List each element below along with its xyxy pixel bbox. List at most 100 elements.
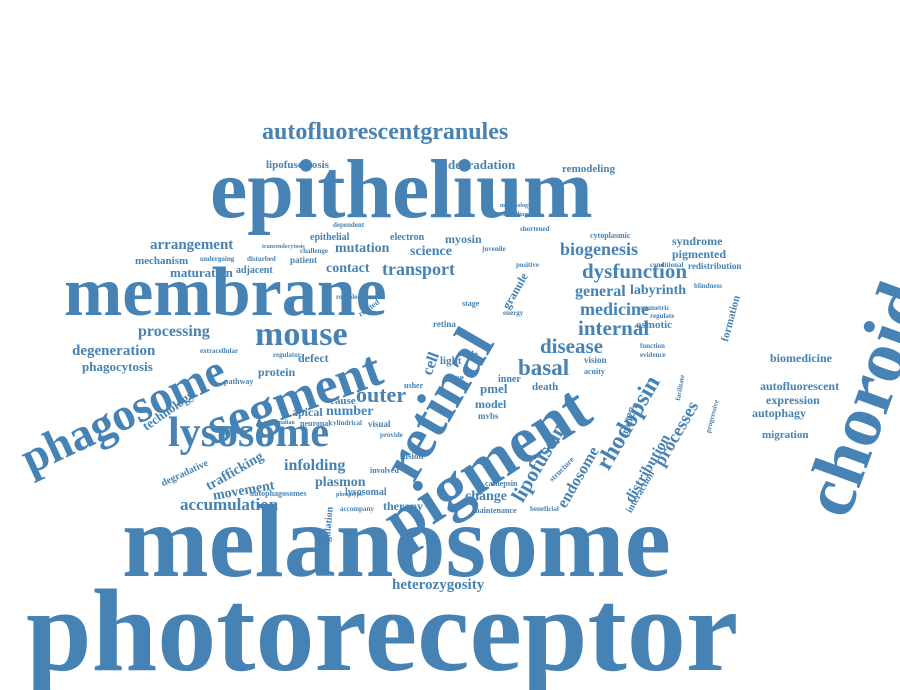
word-stage: stage	[462, 299, 480, 308]
word-change: change	[465, 489, 507, 504]
word-maturation: maturation	[170, 265, 233, 280]
word-patient: patient	[290, 255, 317, 265]
word-infolding: infolding	[284, 457, 346, 474]
word-degeneration: degeneration	[72, 343, 156, 359]
word-provide: provide	[380, 431, 403, 439]
word-formation: formation	[719, 294, 743, 343]
word-heterozygosity: heterozygosity	[392, 577, 485, 593]
word-modelling: modelling	[502, 212, 528, 218]
word-phenotype: phenotype	[336, 492, 363, 498]
word-progressive: progressive	[704, 398, 721, 434]
word-autophagosomes: autophagosomes	[250, 489, 307, 498]
word-lysosomal: lysosomal	[345, 487, 387, 498]
word-blindness: blindness	[694, 282, 723, 290]
word-role: role	[463, 349, 478, 359]
word-therapy: therapy	[383, 499, 423, 513]
word-electron: electron	[390, 232, 425, 243]
word-general: general	[575, 283, 626, 300]
word-disease: disease	[540, 334, 603, 358]
word-remodeling: remodeling	[562, 163, 615, 175]
word-myosin: myosin	[445, 232, 482, 246]
word-number: number	[326, 404, 374, 419]
word-accumulation: accumulation	[180, 495, 279, 514]
word-usher: usher	[404, 381, 424, 390]
word-maintenance: maintenance	[473, 506, 517, 515]
word-symmetric: symmetric	[638, 304, 670, 312]
word-membrane: membrane	[64, 254, 387, 331]
word-retina: retina	[433, 319, 456, 329]
word-labyrinth: labyrinth	[630, 283, 687, 298]
word-apical: apical	[292, 405, 323, 419]
word-biomedicine: biomedicine	[770, 351, 832, 365]
word-energy: energy	[503, 309, 524, 317]
word-basal: basal	[518, 355, 570, 380]
word-conditional: conditional	[650, 261, 684, 269]
word-shortened: shortened	[520, 225, 550, 233]
word-light: light	[440, 355, 462, 367]
word-plasmon: plasmon	[315, 475, 366, 490]
word-involved: involved	[370, 466, 399, 475]
word-model: model	[475, 397, 507, 411]
word-mutation: mutation	[335, 241, 390, 256]
word-outer: outer	[356, 382, 407, 407]
word-eye: eye	[450, 373, 464, 384]
word-death: death	[532, 381, 559, 393]
word-mechanism: mechanism	[135, 255, 189, 267]
word-positive: positive	[516, 261, 539, 269]
word-pmel: pmel	[480, 381, 508, 396]
word-revealed: revealed	[336, 293, 362, 301]
word-lipofuscinosis: lipofuscinosis	[266, 159, 329, 171]
word-cathepsin: cathepsin	[485, 479, 518, 488]
word-epithelial: epithelial	[310, 232, 350, 243]
word-expression: expression	[766, 393, 820, 407]
word-vision: vision	[584, 355, 607, 365]
word-extracellular: extracellular	[200, 347, 239, 355]
word-mvbs: mvbs	[478, 411, 499, 421]
word-cause: cause	[330, 395, 356, 407]
word-evidence: evidence	[640, 351, 666, 359]
word-beneficial: beneficial	[530, 505, 559, 513]
word-accompany: accompany	[340, 505, 374, 513]
word-juvenile: juvenile	[482, 245, 506, 253]
word-epithelium: epithelium	[210, 143, 593, 236]
word-science: science	[410, 244, 452, 259]
word-processing: processing	[138, 323, 210, 340]
word-undergoing: undergoing	[200, 255, 235, 263]
word-dysfunction: dysfunction	[582, 259, 688, 283]
word-pathway: pathway	[224, 377, 254, 386]
word-biogenesis: biogenesis	[560, 239, 639, 259]
word-phagocytosis: phagocytosis	[82, 359, 153, 374]
word-migration: migration	[762, 429, 809, 441]
word-granule: granule	[499, 270, 531, 312]
word-autofluorescentgranules: autofluorescentgranules	[262, 119, 509, 145]
word-degradation: degradation	[448, 157, 516, 172]
word-cytoplasmic: cytoplasmic	[590, 231, 631, 240]
word-lysosome: lysosome	[168, 410, 329, 456]
word-challenge: challenge	[300, 247, 328, 255]
word-autofluorescent: autofluorescent	[760, 379, 840, 393]
word-protein: protein	[258, 365, 296, 379]
word-transport: transport	[382, 259, 455, 279]
word-regulate: regulate	[650, 312, 675, 320]
word-syndrome: syndrome	[672, 234, 723, 248]
word-mammalian: mammalian	[264, 420, 295, 426]
word-contact: contact	[326, 261, 370, 276]
word-fusion: fusion	[400, 451, 424, 461]
word-regulator: regulator	[273, 351, 301, 359]
word-osmotic: osmotic	[636, 319, 673, 331]
word-medicine: medicine	[580, 299, 649, 319]
word-function: function	[640, 342, 665, 350]
word-visual: visual	[368, 419, 391, 429]
word-dependent: dependent	[333, 221, 365, 229]
word-inner: inner	[498, 374, 521, 385]
word-pigmented: pigmented	[672, 247, 726, 261]
word-cylindrical: cylindrical	[330, 419, 362, 427]
word-arrangement: arrangement	[150, 237, 234, 253]
word-transendocytosis: transendocytosis	[262, 244, 305, 250]
word-photoreceptor: photoreceptor	[26, 565, 739, 690]
word-choroideremia: choroideremia	[786, 68, 900, 527]
word-redistribution: redistribution	[688, 261, 742, 271]
word-autophagy: autophagy	[752, 406, 807, 420]
word-neuronal: neuronal	[300, 419, 331, 428]
